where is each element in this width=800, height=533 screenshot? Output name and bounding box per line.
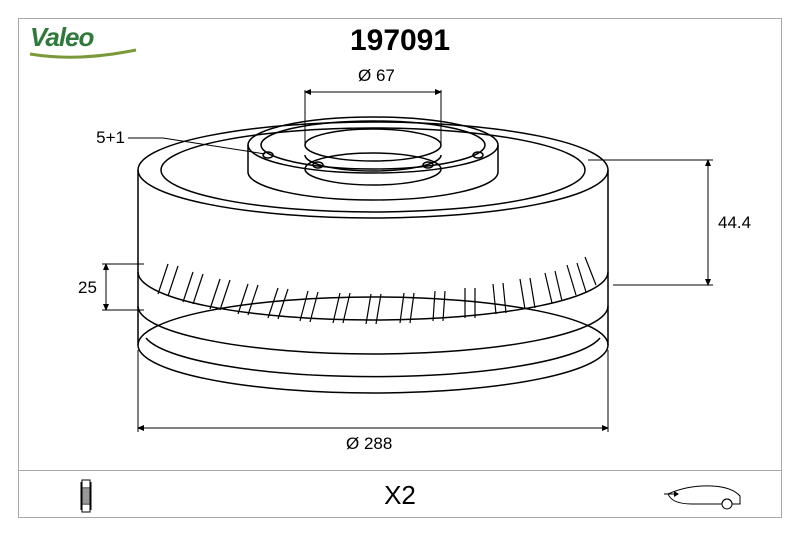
brand-logo: Valeo — [30, 22, 93, 53]
technical-drawing: Ø 67 5+1 44.4 25 Ø 288 — [18, 60, 782, 460]
dim-bolt-pattern: 5+1 — [93, 128, 125, 148]
dim-disc-thickness: 25 — [78, 278, 97, 298]
dim-bore-diameter: Ø 67 — [358, 66, 395, 86]
footer-divider — [18, 470, 782, 471]
car-front-icon — [662, 482, 742, 512]
part-number: 197091 — [350, 24, 450, 58]
disc-side-icon — [68, 478, 108, 514]
quantity-label: X2 — [384, 480, 416, 511]
dim-outer-diameter: Ø 288 — [346, 434, 392, 454]
footer: X2 — [18, 472, 782, 518]
dim-overall-height: 44.4 — [718, 213, 751, 233]
drawing-svg — [18, 60, 782, 460]
